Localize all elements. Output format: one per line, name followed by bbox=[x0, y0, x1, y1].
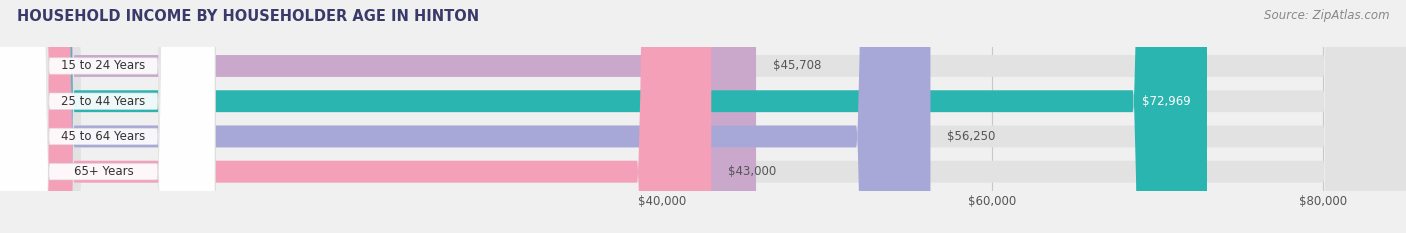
Text: 25 to 44 Years: 25 to 44 Years bbox=[62, 95, 145, 108]
FancyBboxPatch shape bbox=[0, 0, 1206, 233]
FancyBboxPatch shape bbox=[0, 0, 215, 233]
FancyBboxPatch shape bbox=[0, 0, 756, 233]
Text: $56,250: $56,250 bbox=[948, 130, 995, 143]
FancyBboxPatch shape bbox=[0, 0, 215, 233]
FancyBboxPatch shape bbox=[0, 0, 931, 233]
Text: $72,969: $72,969 bbox=[1142, 95, 1191, 108]
Text: $45,708: $45,708 bbox=[773, 59, 821, 72]
FancyBboxPatch shape bbox=[0, 0, 215, 233]
Text: $43,000: $43,000 bbox=[728, 165, 776, 178]
Text: Source: ZipAtlas.com: Source: ZipAtlas.com bbox=[1264, 9, 1389, 22]
FancyBboxPatch shape bbox=[0, 0, 711, 233]
FancyBboxPatch shape bbox=[0, 0, 215, 233]
Text: 65+ Years: 65+ Years bbox=[73, 165, 134, 178]
Text: 15 to 24 Years: 15 to 24 Years bbox=[62, 59, 145, 72]
Text: 45 to 64 Years: 45 to 64 Years bbox=[62, 130, 145, 143]
Text: HOUSEHOLD INCOME BY HOUSEHOLDER AGE IN HINTON: HOUSEHOLD INCOME BY HOUSEHOLDER AGE IN H… bbox=[17, 9, 479, 24]
